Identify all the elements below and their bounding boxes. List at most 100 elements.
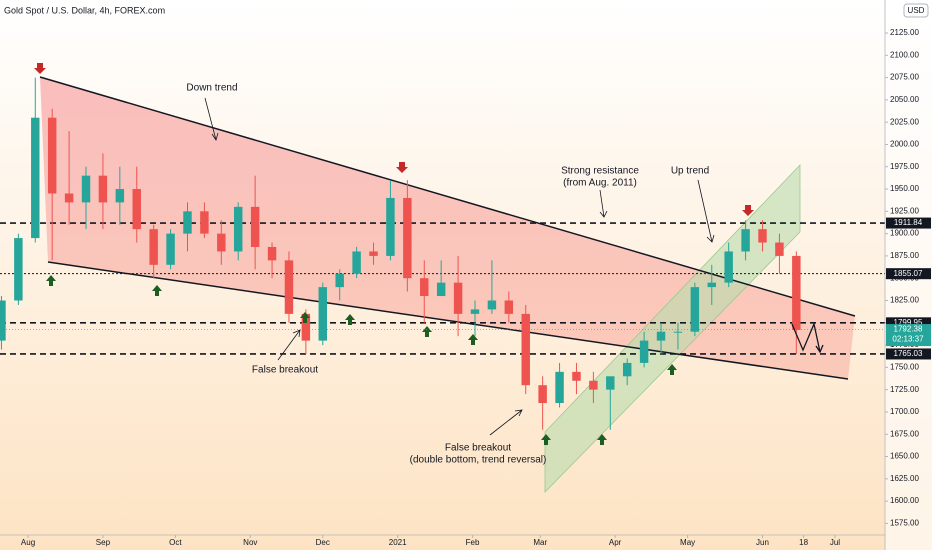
candle-body xyxy=(403,197,412,279)
y-tick-label: 1875.00 xyxy=(890,251,919,260)
annotation: (double bottom, trend reversal) xyxy=(410,455,547,466)
bottom-marker xyxy=(46,275,56,286)
y-tick-label: 1650.00 xyxy=(890,452,919,461)
bottom-marker xyxy=(468,334,478,345)
projection-path xyxy=(791,321,821,353)
candle-body xyxy=(420,278,429,297)
down-trendline-lower xyxy=(47,261,849,380)
projection-arrowhead xyxy=(815,344,824,354)
x-tick-label: Oct xyxy=(169,538,182,547)
candle-body xyxy=(166,233,175,265)
y-tick-label: 2100.00 xyxy=(890,50,919,59)
y-tick-label: 2025.00 xyxy=(890,117,919,126)
annotation: Up trend xyxy=(671,166,709,177)
annotation-arrow xyxy=(277,329,301,361)
y-tick-label: 1575.00 xyxy=(890,519,919,528)
y-tick-label: 1725.00 xyxy=(890,385,919,394)
y-tick-label: 1900.00 xyxy=(890,229,919,238)
bottom-marker xyxy=(300,312,310,323)
candle-body xyxy=(132,189,141,230)
candle-body xyxy=(775,242,784,256)
y-tick-label: 1675.00 xyxy=(890,429,919,438)
down-trendline-upper xyxy=(39,76,856,317)
annotation-arrow xyxy=(599,189,608,218)
candle-body xyxy=(183,211,192,234)
candle-body xyxy=(233,206,243,252)
candle-body xyxy=(453,282,463,314)
y-tick-label: 1950.00 xyxy=(890,184,919,193)
y-tick-label: 2075.00 xyxy=(890,73,919,82)
candle-body xyxy=(98,175,108,203)
candle-body xyxy=(115,189,125,203)
candle-body xyxy=(487,300,497,310)
candle-body xyxy=(470,309,480,314)
y-tick-label: 1625.00 xyxy=(890,474,919,483)
candle-body xyxy=(335,273,344,288)
candle-body xyxy=(217,233,226,252)
annotation: False breakout xyxy=(252,365,318,376)
bottom-marker xyxy=(667,364,677,375)
y-tick-label: 1925.00 xyxy=(890,206,919,215)
last-price-label-countdown: 02:13:37 xyxy=(892,335,924,344)
annotation-arrow xyxy=(204,97,219,141)
candle-body xyxy=(64,193,74,203)
currency-button[interactable] xyxy=(903,3,929,18)
level-label: 1765.03 xyxy=(894,349,923,358)
x-tick-label: Feb xyxy=(466,538,480,547)
bottom-marker xyxy=(345,314,355,325)
annotation: Down trend xyxy=(186,83,237,94)
candle-body xyxy=(386,197,395,256)
candle-body xyxy=(758,229,767,243)
candle-body xyxy=(47,117,57,194)
top-marker xyxy=(742,205,754,216)
last-price-label: 1792.38 xyxy=(894,325,923,334)
x-tick-label: 2021 xyxy=(389,538,407,547)
up-trend-channel xyxy=(544,164,801,493)
candle-body xyxy=(707,282,716,288)
y-tick-label: 1750.00 xyxy=(890,362,919,371)
candle-body xyxy=(301,313,311,341)
level-label-box xyxy=(886,348,931,360)
bottom-marker xyxy=(541,434,551,445)
annotation: Strong resistance xyxy=(561,166,639,177)
chart-title: Gold Spot / U.S. Dollar, 4h, FOREX.com xyxy=(4,5,165,15)
candle-body xyxy=(555,371,564,404)
level-label: 1911.84 xyxy=(894,218,923,227)
level-label-box xyxy=(886,268,931,280)
candle-body xyxy=(622,362,632,377)
y-tick-label: 1600.00 xyxy=(890,496,919,505)
level-label: 1799.95 xyxy=(894,318,923,327)
annotation-arrow xyxy=(697,179,715,243)
candle-body xyxy=(656,331,666,341)
candle-body xyxy=(200,211,209,234)
y-tick-label: 2000.00 xyxy=(890,140,919,149)
candle-body xyxy=(690,287,700,332)
candle-body xyxy=(31,117,40,239)
candle-body xyxy=(250,206,260,247)
candle-body xyxy=(538,385,547,404)
y-tick-label: 2125.00 xyxy=(890,28,919,37)
x-tick-label: 18 xyxy=(799,538,808,547)
top-marker xyxy=(396,162,408,173)
x-tick-label: Jun xyxy=(756,538,769,547)
annotation: (from Aug. 2011) xyxy=(563,178,637,189)
candle-body xyxy=(0,300,6,341)
candle-body xyxy=(606,376,615,390)
candle-body xyxy=(352,251,361,274)
down-trend-zone xyxy=(40,77,855,379)
candle-body xyxy=(792,255,801,330)
level-label: 1855.07 xyxy=(894,269,923,278)
candle-body xyxy=(741,229,750,252)
axes: 1575.00 1600.00 1625.00 1650.00 1675.00 1700.… xyxy=(21,28,920,547)
bottom-markers xyxy=(46,275,677,445)
candle-body xyxy=(504,300,514,314)
candle-body xyxy=(149,229,158,265)
candle-body xyxy=(673,331,683,333)
y-tick-label: 2050.00 xyxy=(890,95,919,104)
level-label-box xyxy=(886,317,931,329)
bottom-marker xyxy=(422,326,432,337)
candle-body xyxy=(81,175,91,203)
currency[interactable]: USD xyxy=(908,6,925,15)
y-tick-label: 1825.00 xyxy=(890,296,919,305)
